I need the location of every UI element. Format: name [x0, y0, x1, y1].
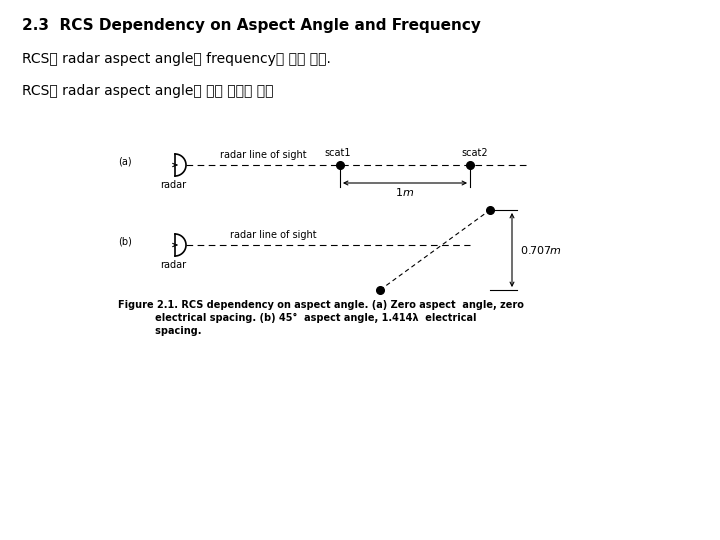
Text: Figure 2.1. RCS dependency on aspect angle. (a) Zero aspect  angle, zero: Figure 2.1. RCS dependency on aspect ang…: [118, 300, 524, 310]
Text: scat1: scat1: [325, 148, 351, 158]
Text: electrical spacing. (b) 45°  aspect angle, 1.414λ  electrical: electrical spacing. (b) 45° aspect angle…: [118, 313, 477, 323]
Text: 2.3  RCS Dependency on Aspect Angle and Frequency: 2.3 RCS Dependency on Aspect Angle and F…: [22, 18, 481, 33]
Text: scat2: scat2: [462, 148, 488, 158]
Text: $1m$: $1m$: [395, 186, 415, 198]
Text: RCS는 radar aspect angle과 frequency에 따라 변함.: RCS는 radar aspect angle과 frequency에 따라 변…: [22, 52, 331, 66]
Text: spacing.: spacing.: [118, 326, 202, 336]
Text: $0.707m$: $0.707m$: [520, 244, 562, 256]
Text: radar line of sight: radar line of sight: [230, 230, 316, 240]
Text: (a): (a): [118, 156, 132, 166]
Text: radar: radar: [160, 180, 186, 190]
Text: RCS가 radar aspect angle에 따라 변하는 경우: RCS가 radar aspect angle에 따라 변하는 경우: [22, 84, 274, 98]
Text: (b): (b): [118, 236, 132, 246]
Text: radar: radar: [160, 260, 186, 270]
Text: radar line of sight: radar line of sight: [220, 150, 306, 160]
